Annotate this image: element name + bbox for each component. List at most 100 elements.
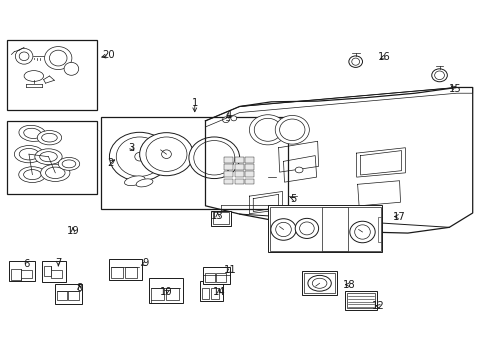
Bar bbox=[234, 179, 243, 184]
Ellipse shape bbox=[136, 179, 153, 187]
Bar bbox=[42, 261, 65, 282]
Text: 4: 4 bbox=[225, 111, 231, 121]
Bar bbox=[101, 117, 288, 209]
Ellipse shape bbox=[109, 132, 169, 181]
Text: 11: 11 bbox=[223, 265, 236, 275]
Bar bbox=[269, 207, 380, 251]
Ellipse shape bbox=[49, 50, 67, 66]
Bar bbox=[234, 164, 243, 170]
Ellipse shape bbox=[275, 116, 309, 144]
Text: 1: 1 bbox=[191, 98, 198, 108]
Ellipse shape bbox=[349, 221, 374, 243]
Bar bbox=[245, 157, 254, 163]
Text: 13: 13 bbox=[211, 211, 224, 221]
Bar bbox=[11, 269, 20, 280]
Ellipse shape bbox=[24, 71, 43, 81]
Text: 12: 12 bbox=[371, 301, 384, 311]
Bar bbox=[6, 40, 97, 110]
Ellipse shape bbox=[44, 46, 72, 69]
Bar bbox=[44, 266, 51, 276]
Ellipse shape bbox=[312, 278, 326, 288]
Text: 8: 8 bbox=[77, 283, 82, 293]
Ellipse shape bbox=[41, 134, 57, 142]
Bar bbox=[224, 171, 232, 177]
Ellipse shape bbox=[19, 52, 29, 60]
Ellipse shape bbox=[279, 119, 305, 140]
Bar bbox=[302, 271, 336, 295]
Ellipse shape bbox=[40, 152, 57, 162]
Text: 5: 5 bbox=[289, 194, 296, 204]
Ellipse shape bbox=[135, 152, 144, 161]
Ellipse shape bbox=[19, 125, 46, 141]
Bar bbox=[203, 267, 229, 284]
Bar bbox=[234, 171, 243, 177]
Ellipse shape bbox=[19, 148, 39, 160]
Bar bbox=[267, 205, 382, 252]
Bar bbox=[68, 291, 79, 300]
Text: 20: 20 bbox=[102, 50, 115, 60]
Bar bbox=[111, 267, 123, 278]
Bar bbox=[9, 261, 35, 281]
Ellipse shape bbox=[64, 62, 79, 75]
Ellipse shape bbox=[41, 164, 70, 181]
Bar bbox=[211, 288, 219, 299]
Bar bbox=[109, 259, 142, 280]
Ellipse shape bbox=[62, 160, 76, 168]
Bar bbox=[304, 273, 334, 293]
Bar bbox=[224, 157, 232, 163]
Ellipse shape bbox=[45, 167, 65, 179]
Bar bbox=[51, 270, 62, 278]
Ellipse shape bbox=[37, 131, 61, 145]
Ellipse shape bbox=[230, 116, 236, 121]
Text: 15: 15 bbox=[448, 84, 461, 94]
Ellipse shape bbox=[351, 58, 359, 65]
Bar bbox=[211, 211, 230, 226]
Ellipse shape bbox=[23, 170, 41, 180]
Ellipse shape bbox=[193, 140, 234, 175]
Text: 18: 18 bbox=[342, 280, 355, 290]
Ellipse shape bbox=[14, 145, 43, 163]
Bar bbox=[103, 119, 285, 207]
Ellipse shape bbox=[295, 167, 303, 173]
Ellipse shape bbox=[254, 118, 281, 141]
Text: 14: 14 bbox=[212, 287, 225, 297]
Ellipse shape bbox=[116, 137, 163, 176]
Ellipse shape bbox=[299, 222, 314, 235]
Text: 10: 10 bbox=[160, 287, 172, 297]
Bar bbox=[124, 267, 137, 278]
Text: 17: 17 bbox=[392, 212, 405, 221]
Ellipse shape bbox=[307, 275, 330, 291]
Ellipse shape bbox=[146, 137, 186, 171]
Ellipse shape bbox=[58, 157, 80, 170]
Bar bbox=[245, 171, 254, 177]
Bar bbox=[216, 273, 225, 282]
Bar bbox=[151, 288, 163, 300]
Ellipse shape bbox=[434, 71, 444, 80]
Text: 19: 19 bbox=[66, 226, 79, 236]
Bar bbox=[201, 288, 209, 299]
Bar bbox=[346, 293, 374, 309]
Bar bbox=[55, 284, 82, 304]
Bar bbox=[245, 179, 254, 184]
Bar bbox=[21, 270, 32, 278]
Ellipse shape bbox=[188, 137, 239, 179]
Ellipse shape bbox=[15, 48, 33, 64]
Bar bbox=[199, 282, 223, 301]
Ellipse shape bbox=[275, 222, 291, 237]
Ellipse shape bbox=[270, 219, 296, 240]
Ellipse shape bbox=[431, 69, 447, 82]
Bar bbox=[234, 157, 243, 163]
Ellipse shape bbox=[249, 115, 286, 145]
Bar bbox=[166, 288, 178, 300]
Bar bbox=[149, 278, 182, 303]
Bar bbox=[224, 179, 232, 184]
Ellipse shape bbox=[222, 117, 229, 123]
Text: 7: 7 bbox=[55, 258, 61, 268]
Bar bbox=[245, 164, 254, 170]
Bar bbox=[377, 217, 380, 242]
Ellipse shape bbox=[161, 150, 171, 158]
Ellipse shape bbox=[354, 225, 369, 239]
Ellipse shape bbox=[295, 219, 318, 238]
Text: 6: 6 bbox=[23, 259, 29, 269]
Text: 3: 3 bbox=[128, 143, 134, 153]
